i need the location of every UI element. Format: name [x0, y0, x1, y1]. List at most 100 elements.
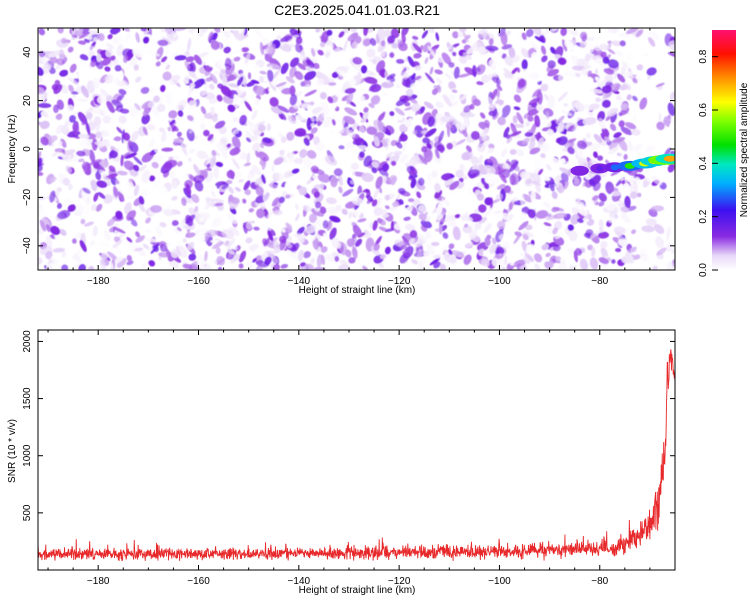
heatmap-cell	[483, 222, 492, 234]
heatmap-cell	[50, 225, 61, 236]
heatmap-cell	[331, 119, 336, 126]
heatmap-cell	[209, 73, 218, 84]
heatmap-cell	[161, 131, 167, 143]
heatmap-cell	[470, 131, 480, 140]
heatmap-cell	[245, 237, 253, 244]
heatmap-cell	[100, 252, 108, 260]
heatmap-cell	[118, 80, 125, 87]
heatmap-cell	[646, 67, 657, 76]
heatmap-cell	[336, 69, 347, 78]
heatmap-cell	[322, 220, 329, 229]
heatmap-cell	[597, 231, 610, 239]
heatmap-cell	[506, 135, 513, 144]
heatmap-cell	[38, 171, 44, 176]
heatmap-cell	[160, 56, 168, 63]
heatmap-cell	[344, 107, 358, 116]
heatmap-cell	[141, 263, 147, 269]
heatmap-cell	[180, 230, 189, 235]
heatmap-cell	[356, 144, 368, 151]
heatmap-cell	[287, 115, 297, 125]
heatmap-cell	[382, 92, 389, 97]
heatmap-cell	[453, 66, 460, 79]
heatmap-cell	[579, 258, 589, 270]
heatmap-cell	[88, 45, 94, 50]
heatmap-cell	[504, 230, 513, 238]
heatmap-cell	[404, 120, 412, 128]
colorbar-gradient	[712, 30, 736, 270]
heatmap-cell	[258, 124, 266, 132]
heatmap-cell	[226, 170, 235, 179]
heatmap-cell	[97, 32, 105, 42]
heatmap-cell	[569, 263, 576, 270]
heatmap-cell	[227, 212, 235, 220]
heatmap-cell	[216, 94, 223, 102]
heatmap-cell	[93, 192, 99, 202]
heatmap-cell	[220, 29, 226, 33]
heatmap-cell	[516, 67, 521, 73]
heatmap-cell	[454, 209, 459, 215]
heatmap-cell	[231, 244, 238, 251]
heatmap-cell	[496, 83, 503, 91]
heatmap-cell	[110, 262, 114, 270]
heatmap-cell	[85, 112, 93, 120]
heatmap-cell	[465, 145, 472, 153]
heatmap-cell	[210, 239, 219, 243]
heatmap-cell	[458, 55, 468, 64]
heatmap-cell	[343, 115, 356, 125]
heatmap-cell	[254, 98, 260, 106]
heatmap-cell	[210, 107, 215, 116]
heatmap-cell	[149, 87, 156, 94]
heatmap-cell	[591, 195, 599, 201]
heatmap-cell	[76, 150, 86, 157]
heatmap-cell	[530, 52, 537, 60]
heatmap-cell	[393, 150, 403, 156]
heatmap-cell	[586, 76, 594, 83]
heatmap-cell	[385, 137, 391, 150]
heatmap-cell	[230, 49, 243, 55]
heatmap-cell	[227, 238, 236, 250]
heatmap-cell	[78, 32, 89, 39]
heatmap-cell	[627, 140, 634, 152]
heatmap-cell	[294, 203, 299, 211]
heatmap-cell	[613, 226, 626, 235]
heatmap-cell	[52, 247, 66, 253]
heatmap-cell	[173, 30, 179, 38]
heatmap-cell	[522, 230, 534, 238]
heatmap-cell	[624, 195, 631, 209]
heatmap-cell	[353, 210, 361, 217]
heatmap-cell	[96, 180, 108, 188]
heatmap-cell	[380, 40, 386, 47]
heatmap-cell	[142, 109, 150, 117]
heatmap-cell	[188, 71, 197, 78]
heatmap-cell	[371, 166, 378, 174]
heatmap-cell	[187, 241, 195, 251]
heatmap-cell	[478, 154, 483, 166]
heatmap-cell	[348, 211, 353, 219]
heatmap-cell	[141, 152, 154, 163]
heatmap-cell	[363, 155, 372, 167]
heatmap-cell	[449, 180, 460, 191]
heatmap-cell	[239, 114, 247, 126]
heatmap-cell	[545, 28, 550, 34]
heatmap-cell	[510, 67, 518, 76]
heatmap-cell	[588, 179, 596, 187]
heatmap-cell	[288, 152, 295, 163]
heatmap-cell	[82, 187, 91, 194]
heatmap-cell	[338, 186, 343, 194]
heatmap-cell	[389, 52, 395, 58]
heatmap-cell	[652, 265, 658, 270]
heatmap-cell	[347, 35, 354, 41]
heatmap-cell	[213, 70, 222, 75]
heatmap-cell	[252, 142, 261, 153]
heatmap-cell	[579, 31, 588, 40]
heatmap-cell	[412, 130, 418, 135]
heatmap-cell	[185, 232, 196, 238]
heatmap-cell	[117, 191, 125, 202]
heatmap-cell	[81, 121, 86, 126]
heatmap-cell	[293, 135, 301, 142]
heatmap-cell	[360, 95, 366, 102]
heatmap-cell	[487, 58, 494, 68]
heatmap-cell	[611, 259, 616, 264]
heatmap-cell	[557, 57, 567, 65]
heatmap-cell	[614, 214, 619, 219]
